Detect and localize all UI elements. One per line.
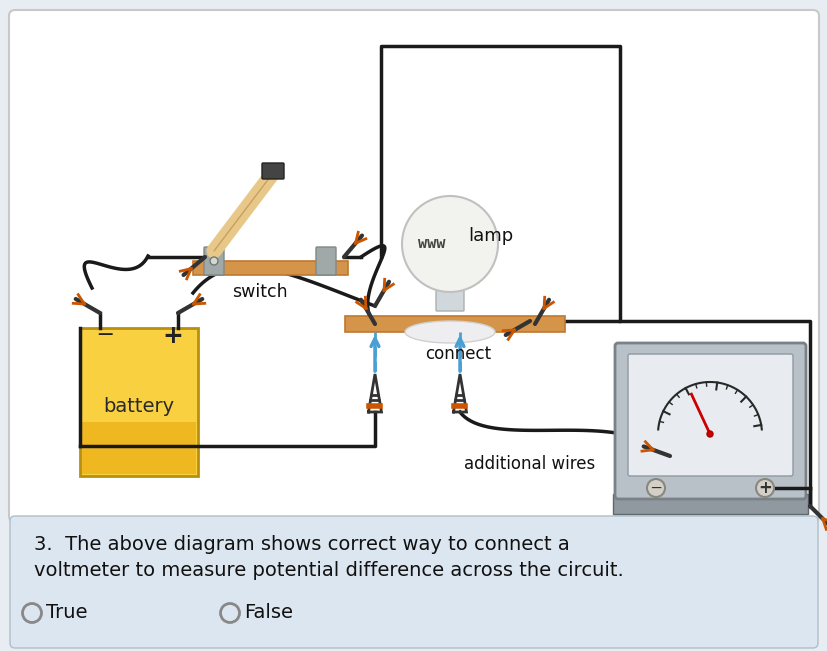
Text: ─: ─ <box>651 480 660 495</box>
FancyBboxPatch shape <box>9 10 818 522</box>
Bar <box>345 316 564 332</box>
Bar <box>193 261 347 275</box>
FancyBboxPatch shape <box>316 247 336 275</box>
Text: connect: connect <box>424 345 490 363</box>
FancyBboxPatch shape <box>80 328 198 476</box>
Circle shape <box>706 431 712 437</box>
FancyBboxPatch shape <box>203 247 224 275</box>
Text: lamp: lamp <box>467 227 513 245</box>
Bar <box>612 494 807 514</box>
Text: ─: ─ <box>98 326 112 346</box>
FancyBboxPatch shape <box>627 354 792 476</box>
Text: 3.  The above diagram shows correct way to connect a: 3. The above diagram shows correct way t… <box>34 535 569 554</box>
Circle shape <box>402 196 497 292</box>
Ellipse shape <box>404 321 495 343</box>
Circle shape <box>646 479 664 497</box>
FancyBboxPatch shape <box>614 343 805 499</box>
Text: voltmeter to measure potential difference across the circuit.: voltmeter to measure potential differenc… <box>34 561 623 580</box>
Text: additional wires: additional wires <box>464 455 595 473</box>
Bar <box>82 422 196 474</box>
Text: www: www <box>418 236 445 251</box>
Text: False: False <box>244 603 293 622</box>
Text: battery: battery <box>103 398 174 417</box>
Circle shape <box>210 257 218 265</box>
FancyBboxPatch shape <box>436 281 463 311</box>
Text: switch: switch <box>232 283 288 301</box>
FancyBboxPatch shape <box>10 516 817 648</box>
Circle shape <box>755 479 773 497</box>
FancyBboxPatch shape <box>261 163 284 179</box>
Text: +: + <box>162 324 184 348</box>
Text: True: True <box>46 603 88 622</box>
Text: +: + <box>758 479 771 497</box>
